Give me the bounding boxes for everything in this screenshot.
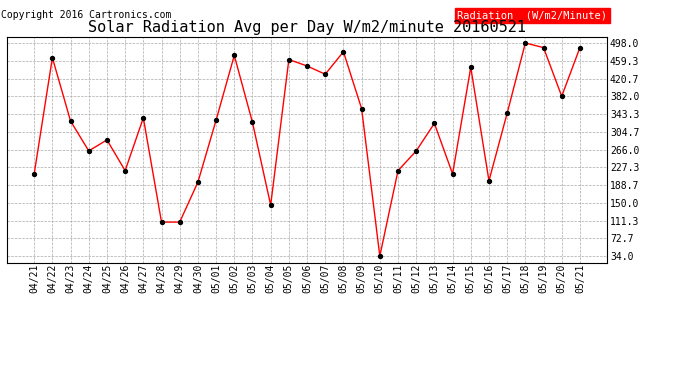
Text: Copyright 2016 Cartronics.com: Copyright 2016 Cartronics.com	[1, 10, 171, 21]
Point	[465, 64, 476, 70]
Point	[520, 40, 531, 46]
Point	[193, 179, 204, 185]
Point	[119, 168, 130, 174]
Point	[229, 53, 240, 58]
Title: Solar Radiation Avg per Day W/m2/minute 20160521: Solar Radiation Avg per Day W/m2/minute …	[88, 20, 526, 35]
Point	[210, 117, 221, 123]
Point	[556, 93, 567, 99]
Point	[47, 55, 58, 61]
Point	[429, 120, 440, 126]
Point	[174, 219, 185, 225]
Point	[502, 110, 513, 116]
Text: Radiation  (W/m2/Minute): Radiation (W/m2/Minute)	[457, 10, 607, 21]
Point	[65, 118, 76, 124]
Point	[411, 148, 422, 154]
Point	[284, 57, 295, 63]
Point	[319, 71, 331, 77]
Point	[156, 219, 167, 225]
Point	[83, 148, 95, 154]
Point	[338, 49, 349, 55]
Point	[101, 137, 112, 143]
Point	[302, 63, 313, 69]
Point	[138, 115, 149, 121]
Point	[356, 106, 367, 112]
Point	[247, 120, 258, 126]
Point	[574, 45, 585, 51]
Point	[484, 178, 495, 184]
Point	[447, 171, 458, 177]
Point	[29, 171, 40, 177]
Point	[265, 202, 276, 208]
Point	[393, 168, 404, 174]
Point	[374, 253, 385, 259]
Point	[538, 45, 549, 51]
